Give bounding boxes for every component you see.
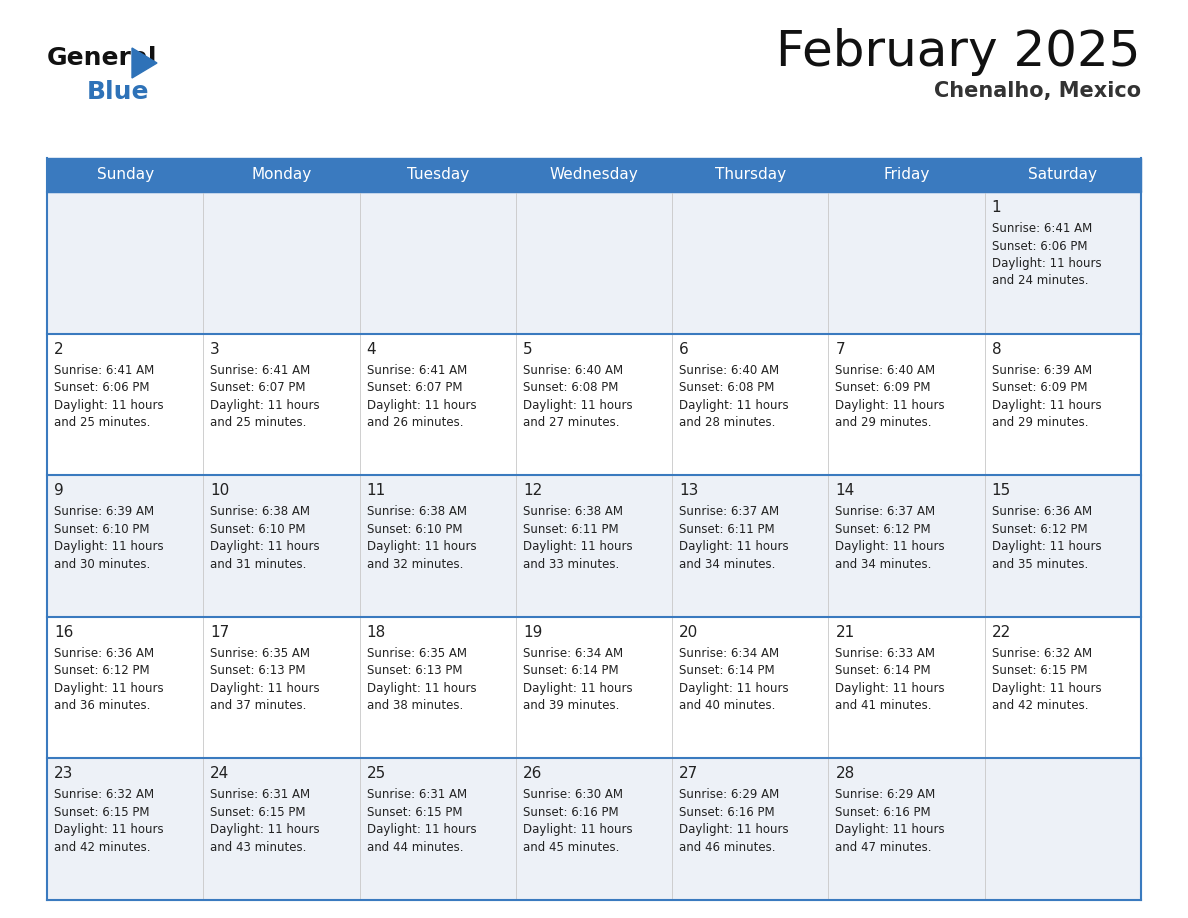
- Text: Sunrise: 6:32 AM
Sunset: 6:15 PM
Daylight: 11 hours
and 42 minutes.: Sunrise: 6:32 AM Sunset: 6:15 PM Dayligh…: [992, 647, 1101, 712]
- Text: 8: 8: [992, 341, 1001, 356]
- Text: 27: 27: [680, 767, 699, 781]
- Text: 20: 20: [680, 625, 699, 640]
- Text: 19: 19: [523, 625, 542, 640]
- Polygon shape: [132, 48, 157, 78]
- Text: Sunrise: 6:34 AM
Sunset: 6:14 PM
Daylight: 11 hours
and 39 minutes.: Sunrise: 6:34 AM Sunset: 6:14 PM Dayligh…: [523, 647, 632, 712]
- Text: 21: 21: [835, 625, 854, 640]
- Text: Sunrise: 6:41 AM
Sunset: 6:07 PM
Daylight: 11 hours
and 26 minutes.: Sunrise: 6:41 AM Sunset: 6:07 PM Dayligh…: [367, 364, 476, 429]
- Text: Sunrise: 6:31 AM
Sunset: 6:15 PM
Daylight: 11 hours
and 44 minutes.: Sunrise: 6:31 AM Sunset: 6:15 PM Dayligh…: [367, 789, 476, 854]
- Text: Sunrise: 6:38 AM
Sunset: 6:10 PM
Daylight: 11 hours
and 31 minutes.: Sunrise: 6:38 AM Sunset: 6:10 PM Dayligh…: [210, 505, 320, 571]
- Text: Sunrise: 6:41 AM
Sunset: 6:07 PM
Daylight: 11 hours
and 25 minutes.: Sunrise: 6:41 AM Sunset: 6:07 PM Dayligh…: [210, 364, 320, 429]
- Text: Tuesday: Tuesday: [406, 167, 469, 183]
- Text: General: General: [48, 46, 158, 70]
- Text: 17: 17: [210, 625, 229, 640]
- Text: 4: 4: [367, 341, 377, 356]
- Text: Sunrise: 6:31 AM
Sunset: 6:15 PM
Daylight: 11 hours
and 43 minutes.: Sunrise: 6:31 AM Sunset: 6:15 PM Dayligh…: [210, 789, 320, 854]
- Text: Sunrise: 6:34 AM
Sunset: 6:14 PM
Daylight: 11 hours
and 40 minutes.: Sunrise: 6:34 AM Sunset: 6:14 PM Dayligh…: [680, 647, 789, 712]
- Bar: [48, 476, 1140, 617]
- Text: Sunrise: 6:32 AM
Sunset: 6:15 PM
Daylight: 11 hours
and 42 minutes.: Sunrise: 6:32 AM Sunset: 6:15 PM Dayligh…: [53, 789, 164, 854]
- Text: Sunrise: 6:36 AM
Sunset: 6:12 PM
Daylight: 11 hours
and 35 minutes.: Sunrise: 6:36 AM Sunset: 6:12 PM Dayligh…: [992, 505, 1101, 571]
- Text: Sunrise: 6:35 AM
Sunset: 6:13 PM
Daylight: 11 hours
and 38 minutes.: Sunrise: 6:35 AM Sunset: 6:13 PM Dayligh…: [367, 647, 476, 712]
- Text: Blue: Blue: [87, 80, 150, 104]
- Text: Sunrise: 6:37 AM
Sunset: 6:11 PM
Daylight: 11 hours
and 34 minutes.: Sunrise: 6:37 AM Sunset: 6:11 PM Dayligh…: [680, 505, 789, 571]
- Text: Sunrise: 6:38 AM
Sunset: 6:11 PM
Daylight: 11 hours
and 33 minutes.: Sunrise: 6:38 AM Sunset: 6:11 PM Dayligh…: [523, 505, 632, 571]
- Text: 26: 26: [523, 767, 542, 781]
- Text: Sunrise: 6:41 AM
Sunset: 6:06 PM
Daylight: 11 hours
and 24 minutes.: Sunrise: 6:41 AM Sunset: 6:06 PM Dayligh…: [992, 222, 1101, 287]
- Text: February 2025: February 2025: [777, 28, 1140, 76]
- Text: 9: 9: [53, 483, 64, 498]
- Text: Sunrise: 6:41 AM
Sunset: 6:06 PM
Daylight: 11 hours
and 25 minutes.: Sunrise: 6:41 AM Sunset: 6:06 PM Dayligh…: [53, 364, 164, 429]
- Text: Friday: Friday: [884, 167, 930, 183]
- Text: 14: 14: [835, 483, 854, 498]
- Text: 12: 12: [523, 483, 542, 498]
- Bar: [48, 758, 1140, 900]
- Text: 15: 15: [992, 483, 1011, 498]
- Bar: [48, 192, 1140, 333]
- Text: 3: 3: [210, 341, 220, 356]
- Text: Sunrise: 6:30 AM
Sunset: 6:16 PM
Daylight: 11 hours
and 45 minutes.: Sunrise: 6:30 AM Sunset: 6:16 PM Dayligh…: [523, 789, 632, 854]
- Bar: [48, 617, 1140, 758]
- Bar: [48, 333, 1140, 476]
- Text: Sunrise: 6:40 AM
Sunset: 6:08 PM
Daylight: 11 hours
and 27 minutes.: Sunrise: 6:40 AM Sunset: 6:08 PM Dayligh…: [523, 364, 632, 429]
- Text: Sunrise: 6:37 AM
Sunset: 6:12 PM
Daylight: 11 hours
and 34 minutes.: Sunrise: 6:37 AM Sunset: 6:12 PM Dayligh…: [835, 505, 944, 571]
- Text: Thursday: Thursday: [715, 167, 785, 183]
- Text: Chenalho, Mexico: Chenalho, Mexico: [934, 81, 1140, 101]
- Text: Sunrise: 6:40 AM
Sunset: 6:09 PM
Daylight: 11 hours
and 29 minutes.: Sunrise: 6:40 AM Sunset: 6:09 PM Dayligh…: [835, 364, 944, 429]
- Text: Sunrise: 6:39 AM
Sunset: 6:09 PM
Daylight: 11 hours
and 29 minutes.: Sunrise: 6:39 AM Sunset: 6:09 PM Dayligh…: [992, 364, 1101, 429]
- Text: Sunrise: 6:36 AM
Sunset: 6:12 PM
Daylight: 11 hours
and 36 minutes.: Sunrise: 6:36 AM Sunset: 6:12 PM Dayligh…: [53, 647, 164, 712]
- Text: Sunrise: 6:29 AM
Sunset: 6:16 PM
Daylight: 11 hours
and 46 minutes.: Sunrise: 6:29 AM Sunset: 6:16 PM Dayligh…: [680, 789, 789, 854]
- Text: 2: 2: [53, 341, 64, 356]
- Text: Sunrise: 6:38 AM
Sunset: 6:10 PM
Daylight: 11 hours
and 32 minutes.: Sunrise: 6:38 AM Sunset: 6:10 PM Dayligh…: [367, 505, 476, 571]
- Text: Sunrise: 6:33 AM
Sunset: 6:14 PM
Daylight: 11 hours
and 41 minutes.: Sunrise: 6:33 AM Sunset: 6:14 PM Dayligh…: [835, 647, 944, 712]
- Text: 11: 11: [367, 483, 386, 498]
- Text: 1: 1: [992, 200, 1001, 215]
- Text: 16: 16: [53, 625, 74, 640]
- Text: Saturday: Saturday: [1029, 167, 1098, 183]
- Text: Sunrise: 6:29 AM
Sunset: 6:16 PM
Daylight: 11 hours
and 47 minutes.: Sunrise: 6:29 AM Sunset: 6:16 PM Dayligh…: [835, 789, 944, 854]
- Text: 5: 5: [523, 341, 532, 356]
- Text: 7: 7: [835, 341, 845, 356]
- Text: 10: 10: [210, 483, 229, 498]
- Bar: [48, 158, 1140, 192]
- Text: 22: 22: [992, 625, 1011, 640]
- Text: 6: 6: [680, 341, 689, 356]
- Text: Sunday: Sunday: [96, 167, 153, 183]
- Text: 23: 23: [53, 767, 74, 781]
- Text: 18: 18: [367, 625, 386, 640]
- Text: 25: 25: [367, 767, 386, 781]
- Text: Sunrise: 6:39 AM
Sunset: 6:10 PM
Daylight: 11 hours
and 30 minutes.: Sunrise: 6:39 AM Sunset: 6:10 PM Dayligh…: [53, 505, 164, 571]
- Text: 24: 24: [210, 767, 229, 781]
- Text: 13: 13: [680, 483, 699, 498]
- Text: Monday: Monday: [252, 167, 311, 183]
- Text: Sunrise: 6:35 AM
Sunset: 6:13 PM
Daylight: 11 hours
and 37 minutes.: Sunrise: 6:35 AM Sunset: 6:13 PM Dayligh…: [210, 647, 320, 712]
- Text: Wednesday: Wednesday: [550, 167, 638, 183]
- Text: Sunrise: 6:40 AM
Sunset: 6:08 PM
Daylight: 11 hours
and 28 minutes.: Sunrise: 6:40 AM Sunset: 6:08 PM Dayligh…: [680, 364, 789, 429]
- Text: 28: 28: [835, 767, 854, 781]
